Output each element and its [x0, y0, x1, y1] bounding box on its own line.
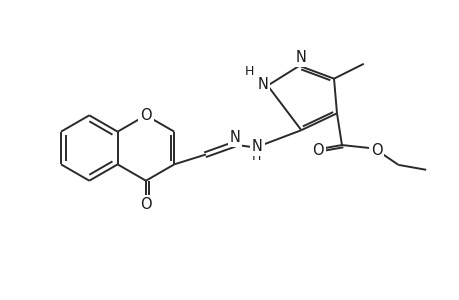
Text: H: H [251, 150, 261, 163]
Text: O: O [140, 197, 151, 212]
Text: N: N [252, 139, 263, 154]
Text: O: O [140, 108, 151, 123]
Text: N: N [229, 130, 240, 145]
Text: N: N [257, 77, 268, 92]
Text: H: H [245, 65, 254, 78]
Text: N: N [295, 50, 306, 65]
Text: O: O [370, 142, 381, 158]
Text: O: O [312, 142, 323, 158]
